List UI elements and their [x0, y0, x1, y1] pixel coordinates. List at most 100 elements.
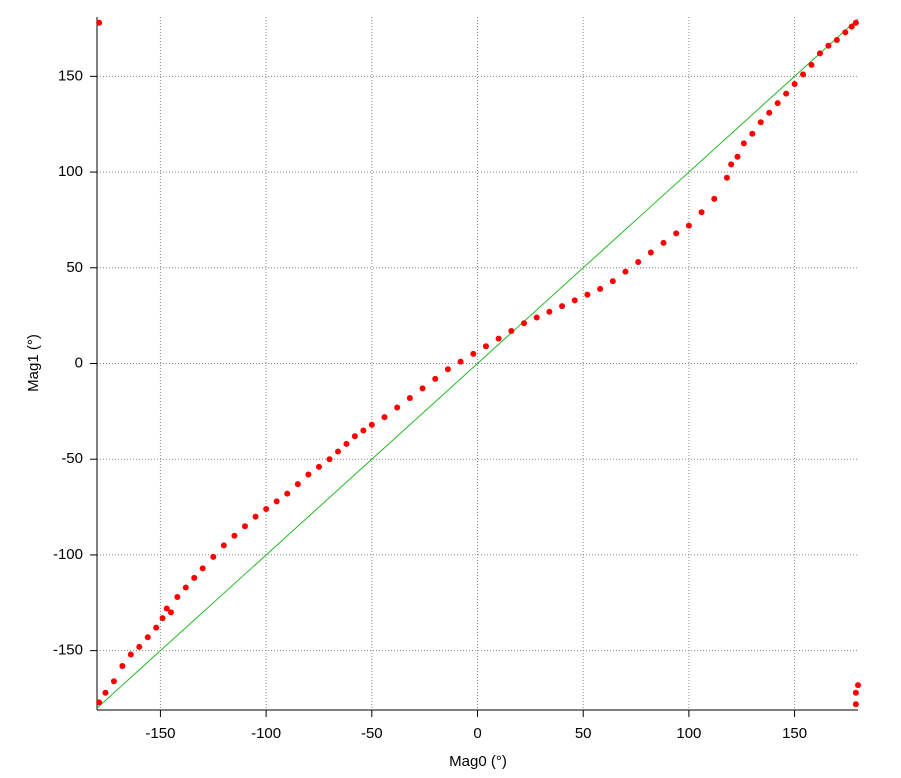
x-tick-label: 150 — [782, 725, 807, 742]
y-tick-label: -150 — [53, 642, 83, 659]
point — [783, 90, 790, 97]
point — [559, 303, 566, 310]
point — [210, 553, 217, 560]
point — [231, 532, 238, 539]
point — [660, 239, 667, 246]
point — [723, 174, 730, 181]
x-tick-label: 50 — [575, 725, 592, 742]
point — [102, 689, 109, 696]
point — [326, 456, 333, 463]
point — [241, 523, 248, 530]
point — [96, 699, 103, 706]
point — [457, 358, 464, 365]
point — [294, 481, 301, 488]
point — [263, 505, 270, 512]
point — [163, 605, 170, 612]
point — [808, 61, 815, 68]
point — [508, 327, 515, 334]
point — [521, 320, 528, 327]
point — [711, 195, 718, 202]
point — [119, 662, 126, 669]
point — [199, 565, 206, 572]
point — [381, 414, 388, 421]
point — [136, 643, 143, 650]
point — [419, 385, 426, 392]
point — [734, 153, 741, 160]
point — [728, 161, 735, 168]
point — [622, 268, 629, 275]
point — [609, 278, 616, 285]
point — [825, 42, 832, 49]
point — [470, 350, 477, 357]
point — [546, 308, 553, 315]
point — [110, 678, 117, 685]
reference-line — [96, 18, 859, 709]
point — [351, 433, 358, 440]
point — [96, 19, 103, 26]
y-tick-label: -50 — [61, 450, 83, 467]
point — [533, 314, 540, 321]
point — [167, 609, 174, 616]
point — [852, 689, 859, 696]
x-tick-label: -150 — [145, 725, 175, 742]
point — [791, 81, 798, 88]
point — [855, 682, 861, 689]
point — [273, 498, 280, 505]
point — [766, 109, 773, 116]
point — [315, 463, 322, 470]
point — [757, 119, 764, 126]
point — [852, 19, 859, 26]
point — [647, 249, 654, 256]
point — [360, 427, 367, 434]
point — [833, 36, 840, 43]
point — [368, 421, 375, 428]
point — [749, 130, 756, 137]
point — [698, 209, 705, 216]
point — [482, 343, 489, 350]
point — [252, 513, 259, 520]
point — [597, 285, 604, 292]
point — [305, 471, 312, 478]
point — [182, 584, 189, 591]
y-tick-label: -100 — [53, 546, 83, 563]
point — [774, 100, 781, 107]
point — [444, 366, 451, 373]
y-tick-label: 50 — [66, 259, 83, 276]
x-tick-label: 0 — [473, 725, 481, 742]
point — [394, 404, 401, 411]
y-tick-label: 0 — [75, 354, 83, 371]
point — [191, 574, 198, 581]
point — [571, 297, 578, 304]
point — [127, 651, 134, 658]
point — [635, 259, 642, 266]
x-axis-title: Mag0 (°) — [449, 753, 507, 770]
point — [334, 448, 341, 455]
point — [220, 542, 227, 549]
point — [685, 222, 692, 229]
point — [153, 624, 160, 631]
point — [842, 29, 849, 36]
x-tick-label: -100 — [251, 725, 281, 742]
point — [159, 615, 166, 622]
point — [432, 375, 439, 382]
point — [740, 140, 747, 147]
x-tick-label: 100 — [676, 725, 701, 742]
point — [406, 394, 413, 401]
y-axis-title: Mag1 (°) — [25, 334, 42, 392]
y-tick-label: 150 — [58, 67, 83, 84]
point — [848, 23, 855, 30]
point — [174, 594, 181, 601]
point — [673, 230, 680, 237]
point — [144, 634, 151, 641]
point — [495, 335, 502, 342]
point — [343, 440, 350, 447]
point — [816, 50, 823, 57]
point — [284, 490, 291, 497]
point — [852, 701, 859, 708]
x-tick-label: -50 — [361, 725, 383, 742]
point — [800, 71, 807, 78]
y-tick-label: 100 — [58, 163, 83, 180]
point — [584, 291, 591, 298]
